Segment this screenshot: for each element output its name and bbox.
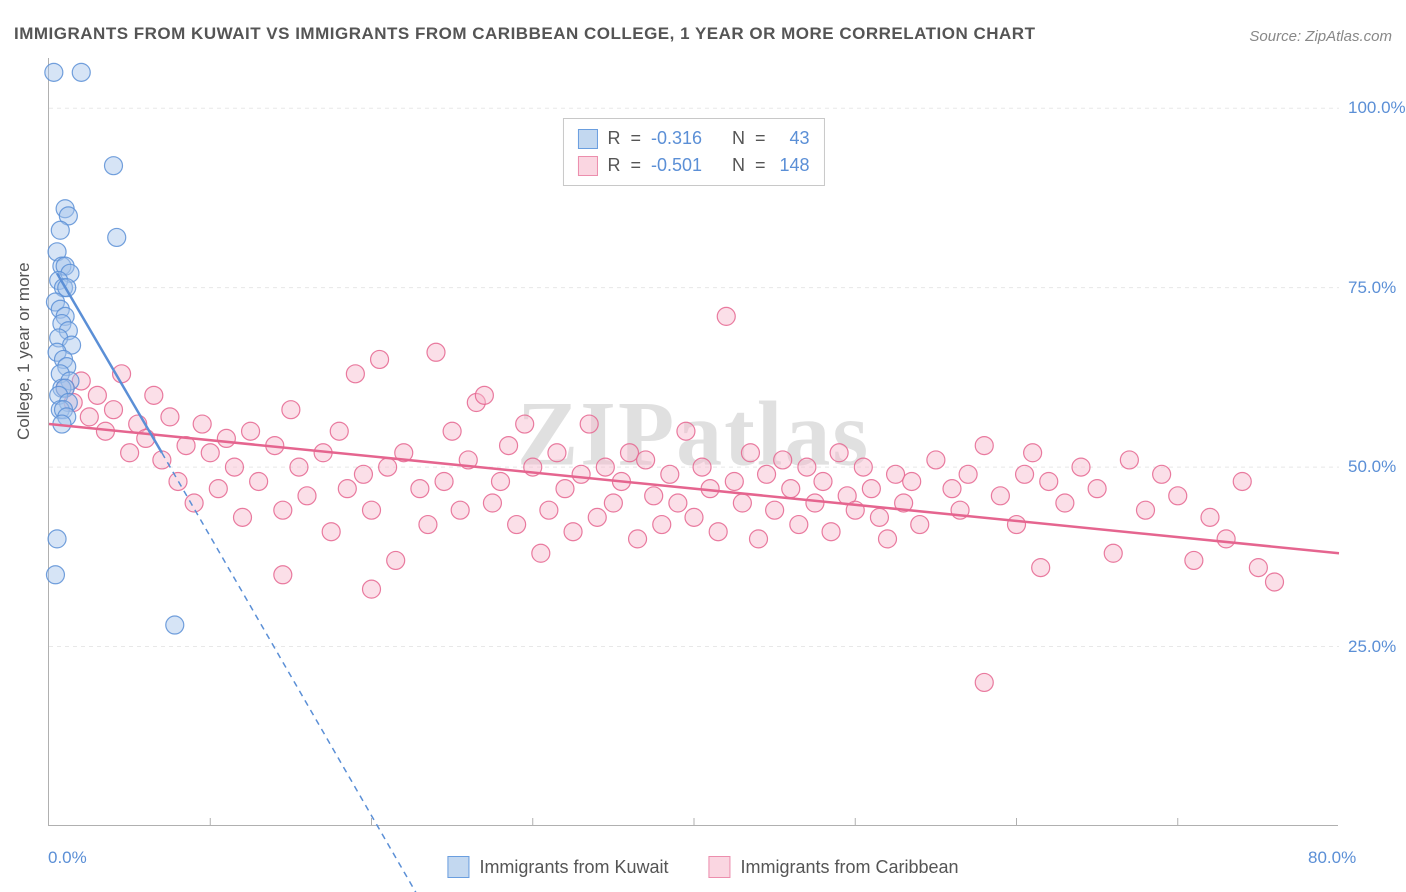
legend-swatch-kuwait	[577, 129, 597, 149]
correlation-legend: R = -0.316 N = 43 R = -0.501 N = 148	[562, 118, 824, 186]
legend-row-caribbean: R = -0.501 N = 148	[577, 152, 809, 179]
legend-row-kuwait: R = -0.316 N = 43	[577, 125, 809, 152]
source-attribution: Source: ZipAtlas.com	[1249, 28, 1392, 45]
legend-item-kuwait: Immigrants from Kuwait	[447, 856, 668, 878]
legend-swatch-caribbean	[577, 156, 597, 176]
legend-swatch-caribbean-icon	[708, 856, 730, 878]
legend-item-caribbean: Immigrants from Caribbean	[708, 856, 958, 878]
legend-swatch-kuwait-icon	[447, 856, 469, 878]
series-legend: Immigrants from Kuwait Immigrants from C…	[447, 856, 958, 878]
source-link[interactable]: ZipAtlas.com	[1305, 28, 1392, 45]
plot-area: ZIPatlas R = -0.316 N = 43 R = -0.501 N …	[48, 58, 1338, 826]
chart-title: IMMIGRANTS FROM KUWAIT VS IMMIGRANTS FRO…	[14, 24, 1035, 44]
chart-container: IMMIGRANTS FROM KUWAIT VS IMMIGRANTS FRO…	[0, 0, 1406, 892]
y-axis-label: College, 1 year or more	[14, 262, 34, 440]
